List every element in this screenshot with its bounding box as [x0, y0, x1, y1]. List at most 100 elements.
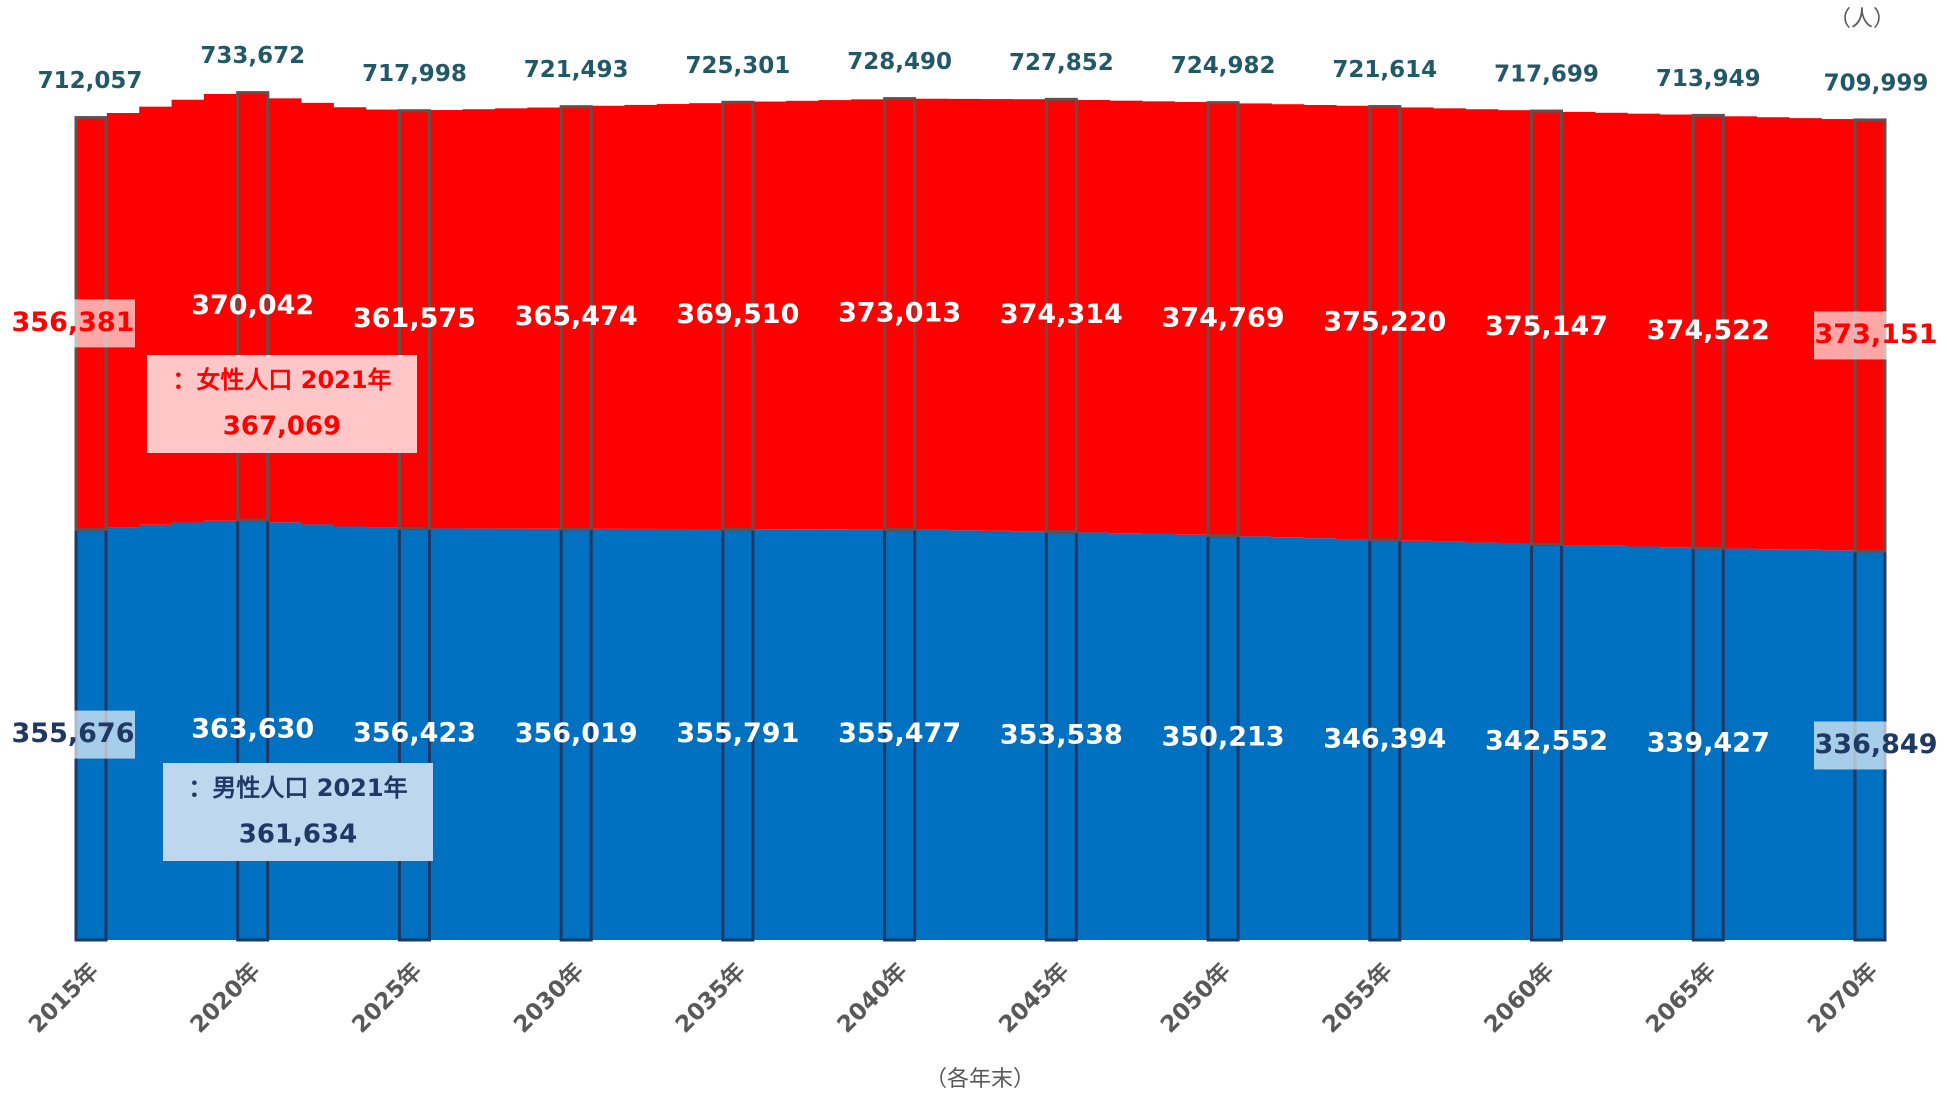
value-label: 374,769: [1162, 303, 1285, 334]
bar-segment: [1368, 539, 1402, 940]
bar-highlight: [883, 97, 917, 531]
bar-highlight: [1691, 113, 1725, 550]
bar-segment: [171, 522, 205, 940]
total-label: 728,490: [847, 49, 952, 75]
bar-segment: [1368, 106, 1402, 540]
value-label: 365,474: [515, 301, 638, 332]
bar-segment: [495, 108, 528, 529]
bar-segment: [1174, 101, 1208, 535]
bar-segment: [430, 528, 464, 940]
bar-segment: [1109, 533, 1143, 940]
x-tick-label: 2055年: [1317, 958, 1398, 1039]
bar-segment: [1303, 104, 1337, 539]
bar-segment: [1530, 544, 1564, 940]
bar-segment: [656, 528, 690, 940]
x-tick-label: 2025年: [347, 958, 428, 1039]
bar-segment: [495, 528, 528, 940]
value-label: 355,791: [676, 718, 799, 749]
bar-segment: [624, 528, 658, 940]
total-label: 725,301: [686, 53, 791, 79]
bar-segment: [1691, 547, 1725, 940]
bar-segment: [1562, 545, 1596, 940]
value-label: 346,394: [1323, 723, 1446, 754]
x-tick-label: 2045年: [994, 958, 1075, 1039]
value-label: 375,147: [1485, 311, 1608, 342]
label-box: [1814, 721, 1938, 770]
x-tick-label: 2070年: [1802, 958, 1883, 1039]
bar-segment: [786, 529, 820, 940]
bar-segment: [300, 524, 334, 940]
bar-segment: [818, 100, 852, 530]
bar-segment: [1433, 541, 1466, 940]
annotation-box: [163, 763, 433, 861]
bar-segment: [559, 528, 593, 940]
bar-segment: [1756, 549, 1790, 940]
bar-segment: [236, 520, 270, 940]
bar-segment: [1336, 539, 1369, 940]
bar-segment: [1141, 533, 1175, 940]
bar-segment: [818, 529, 852, 940]
bar-segment: [1174, 534, 1208, 940]
bar-segment: [592, 528, 625, 940]
bar-segment: [1659, 547, 1693, 940]
bar-segment: [689, 103, 723, 530]
bar-segment: [1594, 545, 1628, 940]
bar-segment: [1012, 99, 1046, 532]
bar-segment: [1238, 103, 1272, 537]
bar-segment: [1594, 112, 1628, 546]
bar-segment: [1659, 114, 1693, 548]
bar-segment: [1627, 546, 1661, 940]
total-label: 721,493: [524, 57, 629, 83]
bar-segment: [462, 109, 496, 529]
total-label: 717,998: [362, 61, 467, 87]
x-tick-label: 2035年: [670, 958, 751, 1039]
label-box: [1814, 311, 1938, 360]
bar-segment: [333, 107, 367, 527]
bar-highlight: [236, 91, 270, 522]
x-tick-label: 2060年: [1479, 958, 1560, 1039]
bar-segment: [721, 529, 755, 940]
bar-segment: [203, 520, 237, 940]
bar-segment: [1271, 104, 1305, 538]
bar-segment: [915, 529, 949, 940]
bar-segment: [268, 522, 302, 940]
value-label: 356,019: [515, 718, 638, 749]
annotation-value: 361,634: [239, 820, 357, 850]
bar-highlight: [1044, 97, 1078, 534]
value-label: 363,630: [191, 714, 314, 745]
unit-label: （人）: [1829, 7, 1895, 32]
bar-segment: [883, 98, 917, 530]
bar-segment: [559, 106, 593, 529]
value-label: 350,213: [1162, 721, 1285, 752]
bar-segment: [850, 529, 884, 940]
bar-highlight: [397, 109, 431, 530]
bar-segment: [1497, 110, 1531, 544]
bar-segment: [689, 529, 723, 940]
bar-highlight: [721, 100, 755, 531]
bar-segment: [786, 100, 820, 530]
annotation-text: ：女性人口 2021年: [172, 366, 391, 394]
bar-segment: [1303, 538, 1337, 940]
value-label: 374,522: [1647, 315, 1770, 346]
value-label: 369,510: [676, 299, 799, 330]
value-label: 356,423: [353, 718, 476, 749]
bar-segment: [624, 104, 658, 529]
bar-segment: [1724, 548, 1758, 940]
value-label: 353,538: [1000, 719, 1123, 750]
bar-segment: [1433, 108, 1466, 542]
bar-segment: [397, 110, 431, 529]
bar-segment: [397, 528, 431, 940]
x-tick-label: 2065年: [1640, 958, 1721, 1039]
bar-segment: [1141, 101, 1175, 534]
bar-segment: [947, 98, 981, 531]
bar-highlight: [1368, 105, 1402, 542]
bar-segment: [1497, 543, 1531, 940]
bar-segment: [1562, 111, 1596, 546]
bar-segment: [1044, 531, 1078, 940]
value-label: 375,220: [1323, 307, 1446, 338]
bar-segment: [527, 107, 561, 529]
value-label: 339,427: [1647, 727, 1770, 758]
bar-highlight: [1530, 109, 1564, 546]
total-label: 712,057: [38, 68, 143, 94]
